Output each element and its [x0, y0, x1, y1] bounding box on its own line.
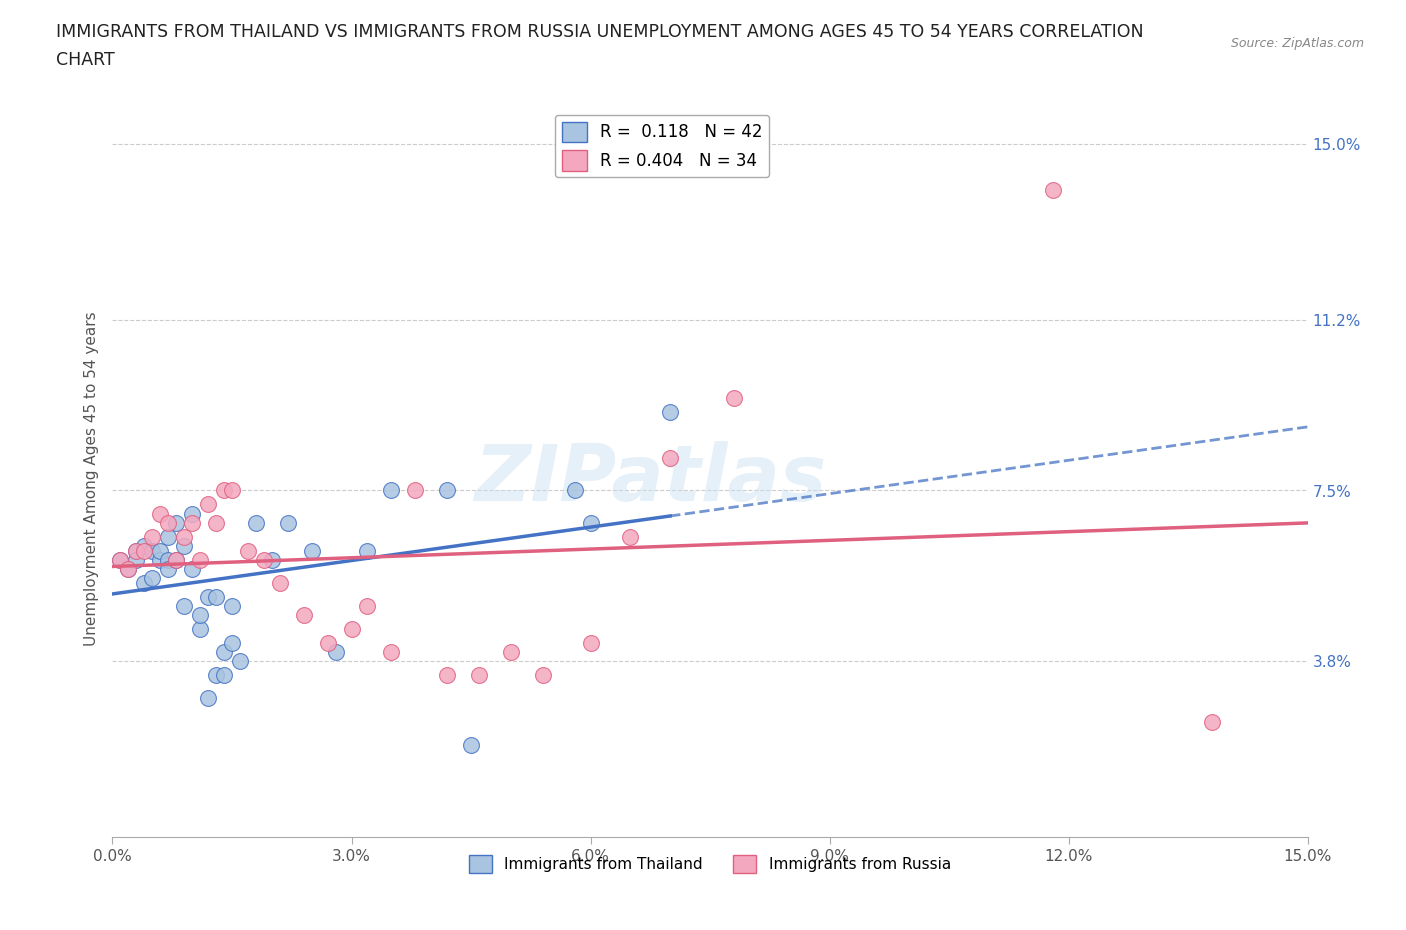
Point: [212, 668, 235, 683]
Point: [125, 543, 148, 558]
Point: [110, 552, 132, 567]
Point: [188, 552, 211, 567]
Point: [157, 529, 180, 544]
Point: [149, 543, 172, 558]
Point: [149, 552, 172, 567]
Point: [212, 483, 235, 498]
Point: [125, 552, 148, 567]
Point: [404, 483, 426, 498]
Point: [141, 529, 163, 544]
Point: [619, 529, 641, 544]
Point: [181, 506, 204, 521]
Point: [221, 599, 243, 614]
Point: [221, 635, 243, 650]
Point: [165, 552, 187, 567]
Point: [134, 576, 156, 591]
Point: [316, 635, 339, 650]
Point: [260, 552, 283, 567]
Point: [356, 599, 378, 614]
Point: [499, 644, 522, 659]
Point: [157, 562, 180, 577]
Point: [564, 483, 586, 498]
Point: [1042, 183, 1064, 198]
Point: [134, 538, 156, 553]
Point: [236, 543, 259, 558]
Point: [205, 590, 228, 604]
Legend: Immigrants from Thailand, Immigrants from Russia: Immigrants from Thailand, Immigrants fro…: [463, 849, 957, 880]
Point: [165, 515, 187, 530]
Text: IMMIGRANTS FROM THAILAND VS IMMIGRANTS FROM RUSSIA UNEMPLOYMENT AMONG AGES 45 TO: IMMIGRANTS FROM THAILAND VS IMMIGRANTS F…: [56, 23, 1144, 41]
Point: [141, 543, 163, 558]
Point: [197, 497, 219, 512]
Point: [173, 599, 195, 614]
Point: [110, 552, 132, 567]
Point: [141, 571, 163, 586]
Point: [659, 451, 682, 466]
Point: [157, 552, 180, 567]
Point: [301, 543, 323, 558]
Point: [579, 635, 602, 650]
Point: [659, 405, 682, 419]
Point: [468, 668, 491, 683]
Point: [531, 668, 554, 683]
Point: [149, 506, 172, 521]
Point: [212, 644, 235, 659]
Y-axis label: Unemployment Among Ages 45 to 54 years: Unemployment Among Ages 45 to 54 years: [83, 312, 98, 646]
Point: [380, 483, 402, 498]
Point: [229, 654, 252, 669]
Point: [125, 543, 148, 558]
Point: [245, 515, 267, 530]
Point: [173, 538, 195, 553]
Point: [221, 483, 243, 498]
Point: [197, 691, 219, 706]
Point: [165, 552, 187, 567]
Point: [1201, 714, 1223, 729]
Text: Source: ZipAtlas.com: Source: ZipAtlas.com: [1230, 37, 1364, 50]
Point: [325, 644, 347, 659]
Point: [340, 621, 363, 636]
Point: [269, 576, 291, 591]
Point: [380, 644, 402, 659]
Point: [205, 515, 228, 530]
Text: ZIPatlas: ZIPatlas: [474, 441, 827, 517]
Point: [277, 515, 299, 530]
Point: [197, 590, 219, 604]
Point: [253, 552, 276, 567]
Point: [292, 608, 315, 623]
Point: [134, 543, 156, 558]
Point: [436, 668, 458, 683]
Point: [460, 737, 482, 752]
Point: [173, 529, 195, 544]
Point: [436, 483, 458, 498]
Point: [117, 562, 139, 577]
Point: [579, 515, 602, 530]
Point: [723, 391, 745, 405]
Point: [157, 515, 180, 530]
Text: CHART: CHART: [56, 51, 115, 69]
Point: [356, 543, 378, 558]
Point: [117, 562, 139, 577]
Point: [181, 515, 204, 530]
Point: [188, 621, 211, 636]
Point: [205, 668, 228, 683]
Point: [188, 608, 211, 623]
Point: [181, 562, 204, 577]
